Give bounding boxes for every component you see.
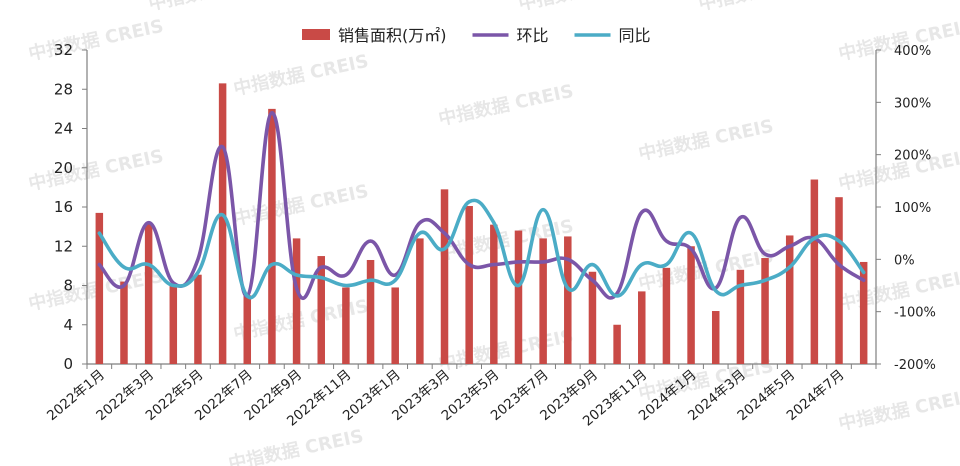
bar [736, 269, 745, 364]
bar [194, 274, 202, 364]
y-right-tick-label: 300% [894, 96, 931, 111]
watermark-text: 中指数据 CREIS [696, 0, 835, 15]
bar [416, 238, 424, 364]
bar [120, 281, 128, 364]
bar [95, 212, 104, 364]
bar [169, 284, 178, 364]
bar [711, 311, 720, 364]
bar-series [95, 83, 868, 365]
legend-label: 同比 [619, 26, 651, 45]
watermark-text: 中指数据 CREIS [146, 0, 285, 15]
bar [366, 259, 375, 364]
bar [342, 287, 350, 364]
bar [588, 271, 597, 364]
bar [218, 83, 227, 365]
bar [514, 230, 523, 364]
watermark-text: 中指数据 CREIS [516, 0, 655, 15]
legend: 销售面积(万㎡) 环比 同比 [302, 26, 651, 45]
bar [465, 206, 473, 364]
y-left-tick-label: 20 [54, 159, 73, 177]
line-series [97, 110, 866, 300]
y-right-tick-label: -200% [894, 358, 936, 373]
watermark-text: 中指数据 CREIS [26, 15, 165, 65]
y-left-tick-label: 16 [54, 198, 73, 216]
bar [810, 179, 819, 364]
watermark-text: 中指数据 CREIS [636, 115, 775, 165]
bar [490, 224, 498, 364]
watermark-text: 中指数据 CREIS [226, 425, 365, 466]
y-right-tick-label: 0% [894, 253, 915, 268]
watermark-text: 中指数据 CREIS [26, 145, 165, 195]
y-left-tick-label: 8 [63, 277, 73, 295]
watermark-text: 中指数据 CREIS [836, 385, 960, 435]
watermark-text: 中指数据 CREIS [231, 180, 370, 230]
y-right-tick-label: -100% [894, 306, 936, 321]
y-right-tick-label: 400% [894, 44, 931, 59]
bar [835, 197, 843, 364]
bar [662, 267, 671, 364]
line-yoy [97, 198, 866, 300]
bar [292, 238, 301, 364]
bar [613, 324, 621, 364]
legend-label: 销售面积(万㎡) [338, 26, 447, 45]
bar [638, 291, 646, 364]
watermark-text: 中指数据 CREIS [436, 80, 575, 130]
watermark-text: 中指数据 CREIS [231, 50, 370, 100]
y-left-tick-label: 4 [63, 316, 73, 334]
y-left-tick-label: 12 [54, 237, 73, 255]
y-right-tick-label: 200% [894, 149, 931, 164]
y-left-tick-label: 24 [54, 120, 73, 138]
bar [859, 261, 868, 364]
bar [539, 238, 547, 364]
bar [564, 236, 572, 364]
bar [317, 256, 325, 364]
bar [243, 295, 252, 364]
y-left-tick-label: 28 [54, 80, 73, 98]
y-left-tick-label: 32 [54, 41, 73, 59]
legend-bar-swatch [302, 29, 330, 40]
y-left-tick-label: 0 [63, 355, 73, 373]
legend-label: 环比 [517, 26, 549, 45]
bar [687, 246, 695, 364]
bar [440, 189, 449, 364]
bar [144, 223, 153, 364]
bar [761, 258, 769, 364]
bar [785, 235, 794, 364]
y-right-tick-label: 100% [894, 201, 931, 216]
bar [268, 108, 276, 364]
bar [391, 287, 399, 364]
